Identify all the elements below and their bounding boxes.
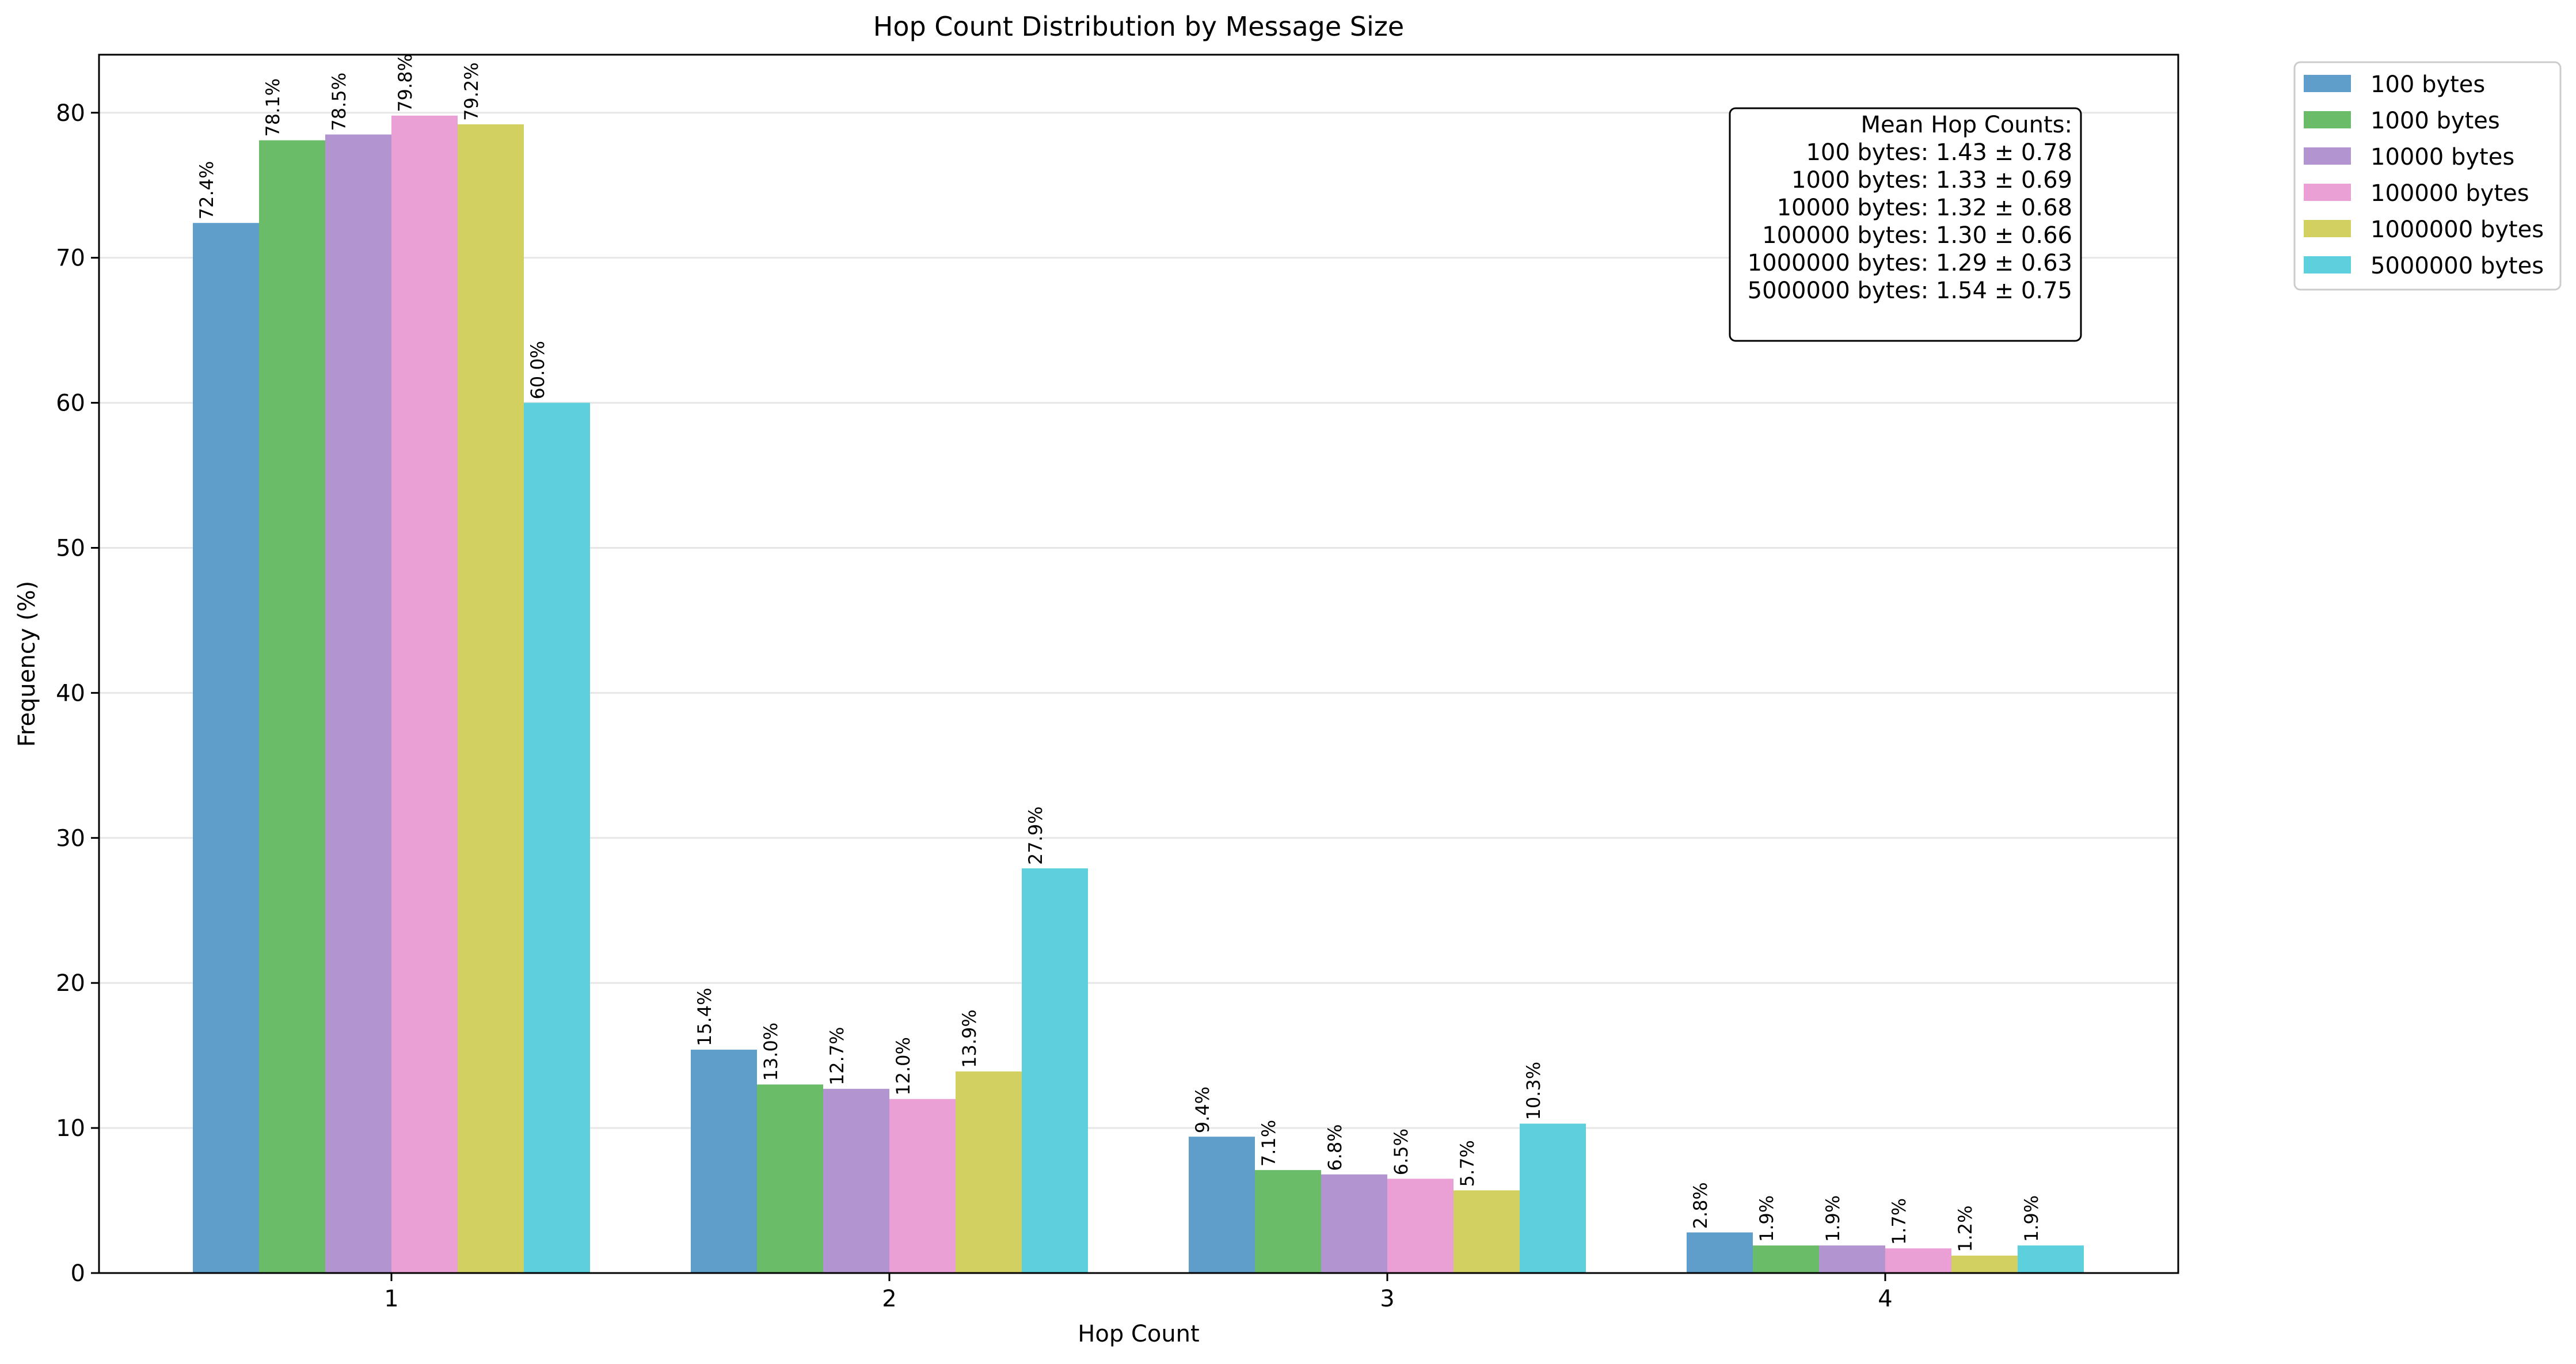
x-tick-label: 3 (1380, 1286, 1394, 1312)
bar-value-label: 7.1% (1258, 1120, 1280, 1167)
annotation-frame (1729, 107, 2082, 342)
y-tick-label: 80 (56, 100, 85, 127)
y-tick-label: 40 (56, 680, 85, 706)
legend-label: 100000 bytes (2370, 180, 2529, 207)
legend-label: 10000 bytes (2370, 144, 2514, 170)
y-tick-label: 20 (56, 970, 85, 997)
annotation-line: 10000 bytes: 1.32 ± 0.68 (1777, 195, 2072, 221)
bar (691, 1050, 757, 1273)
y-tick-label: 50 (56, 535, 85, 561)
bar (956, 1071, 1022, 1273)
bar-value-label: 6.8% (1324, 1124, 1346, 1171)
legend-swatch (2304, 111, 2351, 128)
legend-swatch (2304, 75, 2351, 92)
legend-swatch (2304, 147, 2351, 165)
bar (1687, 1232, 1753, 1273)
legend-label: 1000000 bytes (2370, 216, 2544, 243)
bar-value-label: 1.9% (1756, 1195, 1778, 1242)
y-axis-label: Frequency (%) (14, 581, 40, 747)
bar (325, 134, 391, 1274)
bar (1453, 1190, 1520, 1273)
legend-frame (2293, 61, 2562, 291)
annotation-line: 1000 bytes: 1.33 ± 0.69 (1791, 167, 2072, 193)
plot-frame (98, 54, 2179, 1274)
y-tick-label: 60 (56, 390, 85, 417)
bar (524, 402, 590, 1273)
bar-value-label: 15.4% (694, 987, 716, 1046)
bar-value-label: 1.7% (1888, 1198, 1910, 1245)
legend-swatch (2304, 184, 2351, 201)
bar-value-label: 5.7% (1456, 1140, 1478, 1187)
annotation-line: 1000000 bytes: 1.29 ± 0.63 (1748, 250, 2072, 276)
bar-value-label: 78.1% (262, 78, 284, 137)
bar-value-label: 79.2% (461, 62, 482, 121)
x-tick-label: 4 (1878, 1286, 1892, 1312)
bar (1321, 1174, 1387, 1273)
legend-swatch (2304, 220, 2351, 237)
y-tick-label: 70 (56, 245, 85, 272)
bar (1885, 1248, 1951, 1273)
bar (757, 1084, 823, 1273)
bar-value-label: 13.9% (958, 1009, 980, 1068)
x-tick-label: 1 (384, 1286, 398, 1312)
bar (1520, 1123, 1586, 1273)
bar (1819, 1245, 1885, 1273)
bar (1753, 1245, 1819, 1273)
bar-value-label: 72.4% (196, 161, 218, 220)
bars (193, 115, 2084, 1274)
bar (823, 1089, 889, 1273)
x-tick-label: 2 (882, 1286, 896, 1312)
bar (458, 124, 524, 1273)
bar (1255, 1170, 1321, 1273)
bar (2018, 1245, 2084, 1273)
bar (193, 223, 259, 1274)
bar-value-label: 12.7% (826, 1027, 848, 1085)
bar-value-label: 1.9% (1822, 1195, 1844, 1242)
bar (889, 1099, 956, 1273)
y-tick-label: 30 (56, 825, 85, 852)
bar-value-label: 60.0% (527, 341, 549, 400)
bar-value-label: 6.5% (1390, 1129, 1412, 1175)
bar (1022, 868, 1088, 1273)
axes: 0 10 20 30 40 50 60 70 80 1 2 3 4 (56, 100, 1893, 1312)
legend-label: 100 bytes (2370, 71, 2485, 98)
bar-value-label: 10.3% (1523, 1062, 1544, 1120)
bar-value-label: 9.4% (1192, 1086, 1213, 1133)
bar (1951, 1255, 2018, 1273)
annotation-line: 100 bytes: 1.43 ± 0.78 (1806, 139, 2072, 166)
bar-value-label: 2.8% (1690, 1182, 1711, 1229)
mean-hop-counts-box: Mean Hop Counts:100 bytes: 1.43 ± 0.7810… (1729, 107, 2082, 342)
legend-swatch (2304, 256, 2351, 273)
annotation-line: Mean Hop Counts: (1861, 112, 2072, 138)
chart-title: Hop Count Distribution by Message Size (873, 11, 1404, 42)
bar-value-label: 79.8% (394, 54, 416, 112)
bar-value-label: 1.9% (2021, 1195, 2042, 1242)
bar-value-label: 1.2% (1954, 1205, 1976, 1252)
bar (1387, 1179, 1453, 1273)
x-axis-label: Hop Count (1078, 1321, 1199, 1347)
y-tick-label: 0 (71, 1260, 85, 1287)
legend-label: 1000 bytes (2370, 108, 2500, 134)
bar-value-label: 13.0% (760, 1023, 782, 1081)
bar (1189, 1137, 1255, 1273)
legend-label: 5000000 bytes (2370, 253, 2544, 279)
bar (391, 115, 458, 1273)
bar-labels: 72.4% 15.4% 9.4% 2.8% 78.1% 13.0% 7.1% 1.9% 78.5… (196, 54, 2042, 1252)
bar (259, 140, 325, 1274)
bar-value-label: 12.0% (892, 1037, 914, 1096)
bar-value-label: 78.5% (328, 73, 350, 131)
annotation-line: 100000 bytes: 1.30 ± 0.66 (1762, 222, 2072, 249)
bar-value-label: 27.9% (1025, 807, 1047, 865)
legend: 100 bytes 1000 bytes 10000 bytes 100000 byt… (2293, 61, 2562, 291)
annotation-line: 5000000 bytes: 1.54 ± 0.75 (1748, 278, 2072, 304)
y-tick-label: 10 (56, 1115, 85, 1142)
